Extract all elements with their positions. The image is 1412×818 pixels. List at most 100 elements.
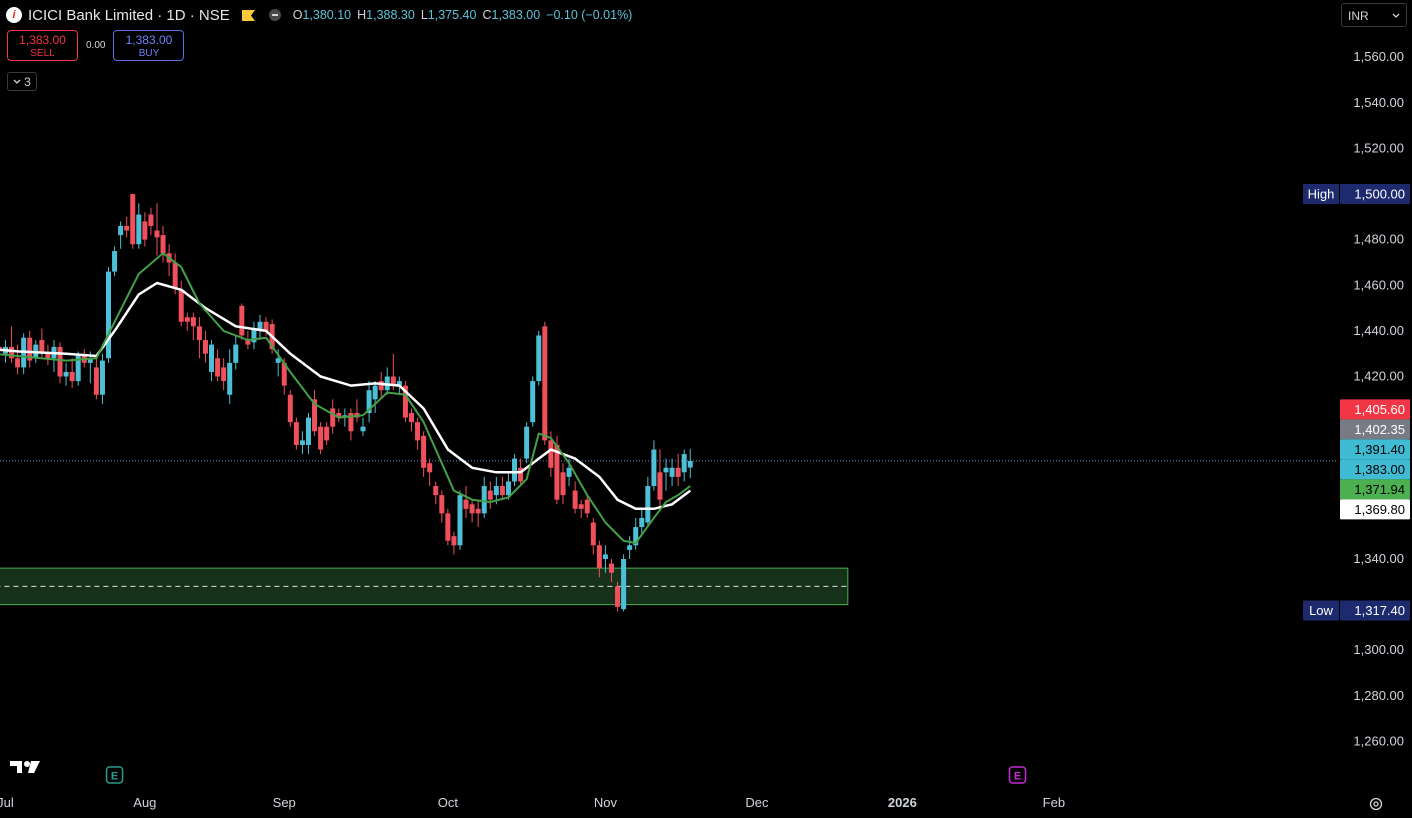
candle-body — [639, 517, 645, 528]
candle-body — [560, 472, 566, 496]
candle-body — [312, 399, 318, 432]
candle-body — [172, 262, 178, 288]
price-label-green — [1340, 479, 1410, 500]
candle-body — [596, 545, 602, 569]
x-tick-label: Jul — [0, 795, 14, 810]
candle-body — [318, 426, 324, 450]
candle-body — [602, 554, 608, 559]
support-zone — [0, 567, 849, 606]
candle-body — [421, 435, 427, 468]
x-tick-label: Nov — [594, 795, 618, 810]
price-label-red — [1340, 399, 1410, 420]
earnings-icon[interactable]: E — [1008, 766, 1027, 784]
candle-body — [221, 367, 227, 382]
candle-body — [475, 508, 481, 514]
candle-body — [293, 422, 299, 445]
price-label-tag-text: Low — [1309, 603, 1333, 618]
candle-body — [687, 460, 693, 468]
candle-body — [390, 376, 396, 386]
candle-body — [427, 463, 433, 473]
candle-body — [233, 344, 239, 363]
tradingview-logo-icon[interactable] — [10, 759, 42, 775]
moving-average-slow — [0, 281, 692, 511]
spread-value: 0.00 — [86, 40, 106, 51]
candle-body — [487, 490, 493, 500]
sell-button[interactable]: 1,383.00 SELL — [7, 30, 78, 61]
candle-body — [330, 408, 336, 427]
candle-body — [251, 328, 257, 343]
candle-body — [445, 513, 451, 541]
candle-body — [493, 486, 499, 496]
earnings-icon[interactable]: E — [105, 766, 124, 784]
x-tick-label: 2026 — [888, 795, 917, 810]
earnings-icon-frame — [1008, 766, 1027, 784]
candle-body — [87, 358, 93, 363]
y-tick-label: 1,480.00 — [1353, 232, 1404, 247]
settings-icon[interactable] — [1368, 796, 1384, 812]
y-tick-label: 1,260.00 — [1353, 733, 1404, 748]
candle-body — [457, 495, 463, 546]
open-key: O — [292, 8, 303, 22]
candle-body — [215, 358, 221, 377]
candle-body — [681, 454, 687, 473]
price-label-cyan — [1340, 459, 1410, 480]
candle-body — [481, 486, 487, 514]
price-label-high — [1340, 184, 1410, 205]
candle-body — [69, 371, 75, 382]
x-tick-label: Sep — [273, 795, 296, 810]
candle-body — [669, 467, 675, 477]
candle-body — [263, 321, 269, 331]
price-label-high — [1340, 600, 1410, 621]
x-tick-label: Dec — [745, 795, 769, 810]
candle-body — [499, 486, 505, 496]
candle-body — [275, 358, 281, 363]
close-value: 1,383.00 — [491, 8, 541, 22]
candle-body — [372, 385, 378, 400]
symbol-title[interactable]: ICICI Bank Limited · 1D · NSE — [28, 6, 230, 24]
price-label-grey — [1340, 419, 1410, 440]
candle-body — [536, 335, 542, 382]
candle-body — [512, 458, 518, 482]
x-tick-label: Feb — [1043, 795, 1065, 810]
symbol-logo[interactable]: i — [6, 7, 22, 23]
candle-body — [451, 536, 457, 546]
chart-header: i ICICI Bank Limited · 1D · NSE O1,380.1… — [6, 5, 632, 25]
candle-body — [106, 271, 111, 359]
currency-select[interactable]: INR — [1341, 3, 1407, 27]
indicators-toggle[interactable]: 3 — [7, 72, 37, 91]
y-tick-label: 1,540.00 — [1353, 95, 1404, 110]
candle-body — [584, 499, 590, 514]
indicators-count: 3 — [24, 74, 31, 89]
currency-value: INR — [1348, 9, 1369, 23]
candle-body — [63, 371, 69, 377]
trade-buttons: 1,383.00 SELL 0.00 1,383.00 BUY — [7, 30, 185, 61]
flag-icon[interactable] — [241, 9, 255, 21]
candle-body — [245, 340, 251, 345]
low-key: L — [420, 8, 428, 22]
candle-body — [299, 440, 305, 445]
y-tick-label: 1,300.00 — [1353, 642, 1404, 657]
y-tick-label: 1,560.00 — [1353, 49, 1404, 64]
ohlc-values: O1,380.10 H1,388.30 L1,375.40 C1,383.00 … — [293, 8, 633, 22]
price-label-value: 1,402.35 — [1354, 422, 1405, 437]
candle-body — [548, 440, 554, 468]
candle-body — [324, 426, 330, 441]
buy-label: BUY — [138, 48, 160, 59]
y-tick-label: 1,460.00 — [1353, 277, 1404, 292]
buy-price: 1,383.00 — [125, 33, 173, 47]
candle-body — [396, 381, 402, 386]
change-value: −0.10 (−0.01%) — [546, 8, 633, 22]
candle-body — [608, 563, 614, 573]
price-label-tag — [1303, 600, 1339, 621]
candle-body — [281, 362, 287, 386]
chevron-down-icon — [1392, 13, 1400, 18]
high-key: H — [357, 8, 367, 22]
buy-button[interactable]: 1,383.00 BUY — [113, 30, 185, 61]
candle-body — [542, 326, 548, 441]
hide-ohlc-button[interactable] — [268, 9, 281, 21]
price-label-value: 1,500.00 — [1354, 187, 1405, 202]
candle-body — [124, 225, 130, 231]
y-tick-label: 1,440.00 — [1353, 323, 1404, 338]
candle-body — [366, 390, 372, 414]
